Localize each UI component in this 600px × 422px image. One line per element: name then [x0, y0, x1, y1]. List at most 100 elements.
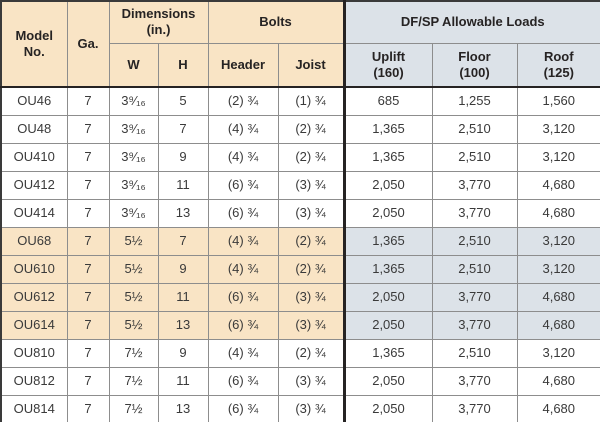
- cell-floor: 2,510: [431, 255, 518, 284]
- table-row: OU48 7 3⁹⁄₁₆ 7 (4) ¾ (2) ¾ 1,365 2,510 3,120: [0, 115, 600, 144]
- cell-w: 5½: [108, 255, 159, 284]
- cell-uplift: 1,365: [342, 227, 433, 256]
- cell-ga: 7: [66, 143, 110, 172]
- cell-joist: (3) ¾: [277, 367, 345, 396]
- cell-uplift: 2,050: [342, 395, 433, 422]
- cell-h: 9: [157, 255, 209, 284]
- cell-uplift: 2,050: [342, 367, 433, 396]
- cell-w: 7½: [108, 395, 159, 422]
- cell-h: 5: [157, 86, 209, 116]
- cell-roof: 3,120: [516, 227, 600, 256]
- cell-uplift: 1,365: [342, 255, 433, 284]
- cell-floor: 3,770: [431, 199, 518, 228]
- table-row: OU612 7 5½ 11 (6) ¾ (3) ¾ 2,050 3,770 4,680: [0, 283, 600, 312]
- cell-uplift: 685: [342, 86, 433, 116]
- cell-ga: 7: [66, 395, 110, 422]
- cell-ga: 7: [66, 255, 110, 284]
- cell-w: 3⁹⁄₁₆: [108, 115, 159, 144]
- cell-floor: 2,510: [431, 227, 518, 256]
- cell-uplift: 2,050: [342, 283, 433, 312]
- cell-roof: 3,120: [516, 143, 600, 172]
- cell-w: 7½: [108, 339, 159, 368]
- cell-joist: (2) ¾: [277, 255, 345, 284]
- table-row: OU410 7 3⁹⁄₁₆ 9 (4) ¾ (2) ¾ 1,365 2,510 3,120: [0, 143, 600, 172]
- cell-h: 7: [157, 227, 209, 256]
- cell-uplift: 1,365: [342, 143, 433, 172]
- cell-h: 11: [157, 171, 209, 200]
- col-header-ga: Ga.: [66, 0, 110, 88]
- cell-model: OU812: [0, 367, 68, 396]
- cell-header: (4) ¾: [207, 227, 279, 256]
- cell-w: 5½: [108, 283, 159, 312]
- cell-h: 9: [157, 339, 209, 368]
- cell-ga: 7: [66, 311, 110, 340]
- cell-model: OU610: [0, 255, 68, 284]
- cell-floor: 3,770: [431, 283, 518, 312]
- cell-model: OU814: [0, 395, 68, 422]
- cell-w: 3⁹⁄₁₆: [108, 171, 159, 200]
- cell-h: 11: [157, 283, 209, 312]
- cell-ga: 7: [66, 339, 110, 368]
- col-header-bolts-joist: Joist: [277, 42, 345, 88]
- cell-roof: 4,680: [516, 171, 600, 200]
- table-row: OU812 7 7½ 11 (6) ¾ (3) ¾ 2,050 3,770 4,680: [0, 367, 600, 396]
- cell-roof: 4,680: [516, 283, 600, 312]
- cell-roof: 4,680: [516, 199, 600, 228]
- cell-joist: (3) ¾: [277, 171, 345, 200]
- cell-floor: 1,255: [431, 86, 518, 116]
- table-row: OU614 7 5½ 13 (6) ¾ (3) ¾ 2,050 3,770 4,680: [0, 311, 600, 340]
- cell-h: 13: [157, 199, 209, 228]
- cell-roof: 4,680: [516, 311, 600, 340]
- cell-ga: 7: [66, 283, 110, 312]
- cell-h: 13: [157, 311, 209, 340]
- cell-joist: (1) ¾: [277, 86, 345, 116]
- cell-roof: 3,120: [516, 255, 600, 284]
- cell-model: OU810: [0, 339, 68, 368]
- cell-ga: 7: [66, 171, 110, 200]
- cell-joist: (2) ¾: [277, 227, 345, 256]
- cell-roof: 3,120: [516, 115, 600, 144]
- cell-ga: 7: [66, 227, 110, 256]
- cell-header: (4) ¾: [207, 255, 279, 284]
- cell-w: 5½: [108, 227, 159, 256]
- cell-header: (4) ¾: [207, 339, 279, 368]
- cell-header: (6) ¾: [207, 395, 279, 422]
- col-group-bolts: Bolts: [207, 0, 345, 44]
- cell-model: OU68: [0, 227, 68, 256]
- col-group-dimensions: Dimensions (in.): [108, 0, 209, 44]
- cell-roof: 1,560: [516, 86, 600, 116]
- cell-header: (4) ¾: [207, 115, 279, 144]
- cell-uplift: 2,050: [342, 311, 433, 340]
- cell-ga: 7: [66, 367, 110, 396]
- cell-w: 5½: [108, 311, 159, 340]
- cell-h: 9: [157, 143, 209, 172]
- table-body: OU46 7 3⁹⁄₁₆ 5 (2) ¾ (1) ¾ 685 1,255 1,560 OU48 7 3…: [0, 86, 600, 422]
- table-row: OU412 7 3⁹⁄₁₆ 11 (6) ¾ (3) ¾ 2,050 3,770 4,680: [0, 171, 600, 200]
- cell-floor: 3,770: [431, 395, 518, 422]
- cell-model: OU612: [0, 283, 68, 312]
- cell-header: (6) ¾: [207, 171, 279, 200]
- col-group-allowable-loads: DF/SP Allowable Loads: [342, 0, 600, 44]
- cell-joist: (2) ¾: [277, 115, 345, 144]
- cell-joist: (3) ¾: [277, 395, 345, 422]
- table-row: OU46 7 3⁹⁄₁₆ 5 (2) ¾ (1) ¾ 685 1,255 1,560: [0, 86, 600, 116]
- cell-header: (6) ¾: [207, 311, 279, 340]
- table-row: OU610 7 5½ 9 (4) ¾ (2) ¾ 1,365 2,510 3,120: [0, 255, 600, 284]
- col-header-w: W: [108, 42, 159, 88]
- cell-uplift: 1,365: [342, 339, 433, 368]
- cell-roof: 3,120: [516, 339, 600, 368]
- cell-header: (6) ¾: [207, 283, 279, 312]
- col-header-floor: Floor (100): [431, 42, 518, 88]
- cell-joist: (3) ¾: [277, 283, 345, 312]
- cell-h: 7: [157, 115, 209, 144]
- table-header: Model No. Ga. Dimensions (in.) Bolts DF/…: [0, 0, 600, 88]
- cell-h: 11: [157, 367, 209, 396]
- cell-floor: 3,770: [431, 367, 518, 396]
- col-header-uplift: Uplift (160): [342, 42, 433, 88]
- cell-model: OU614: [0, 311, 68, 340]
- cell-header: (2) ¾: [207, 86, 279, 116]
- cell-w: 3⁹⁄₁₆: [108, 86, 159, 116]
- col-header-model-no: Model No.: [0, 0, 68, 88]
- cell-w: 3⁹⁄₁₆: [108, 199, 159, 228]
